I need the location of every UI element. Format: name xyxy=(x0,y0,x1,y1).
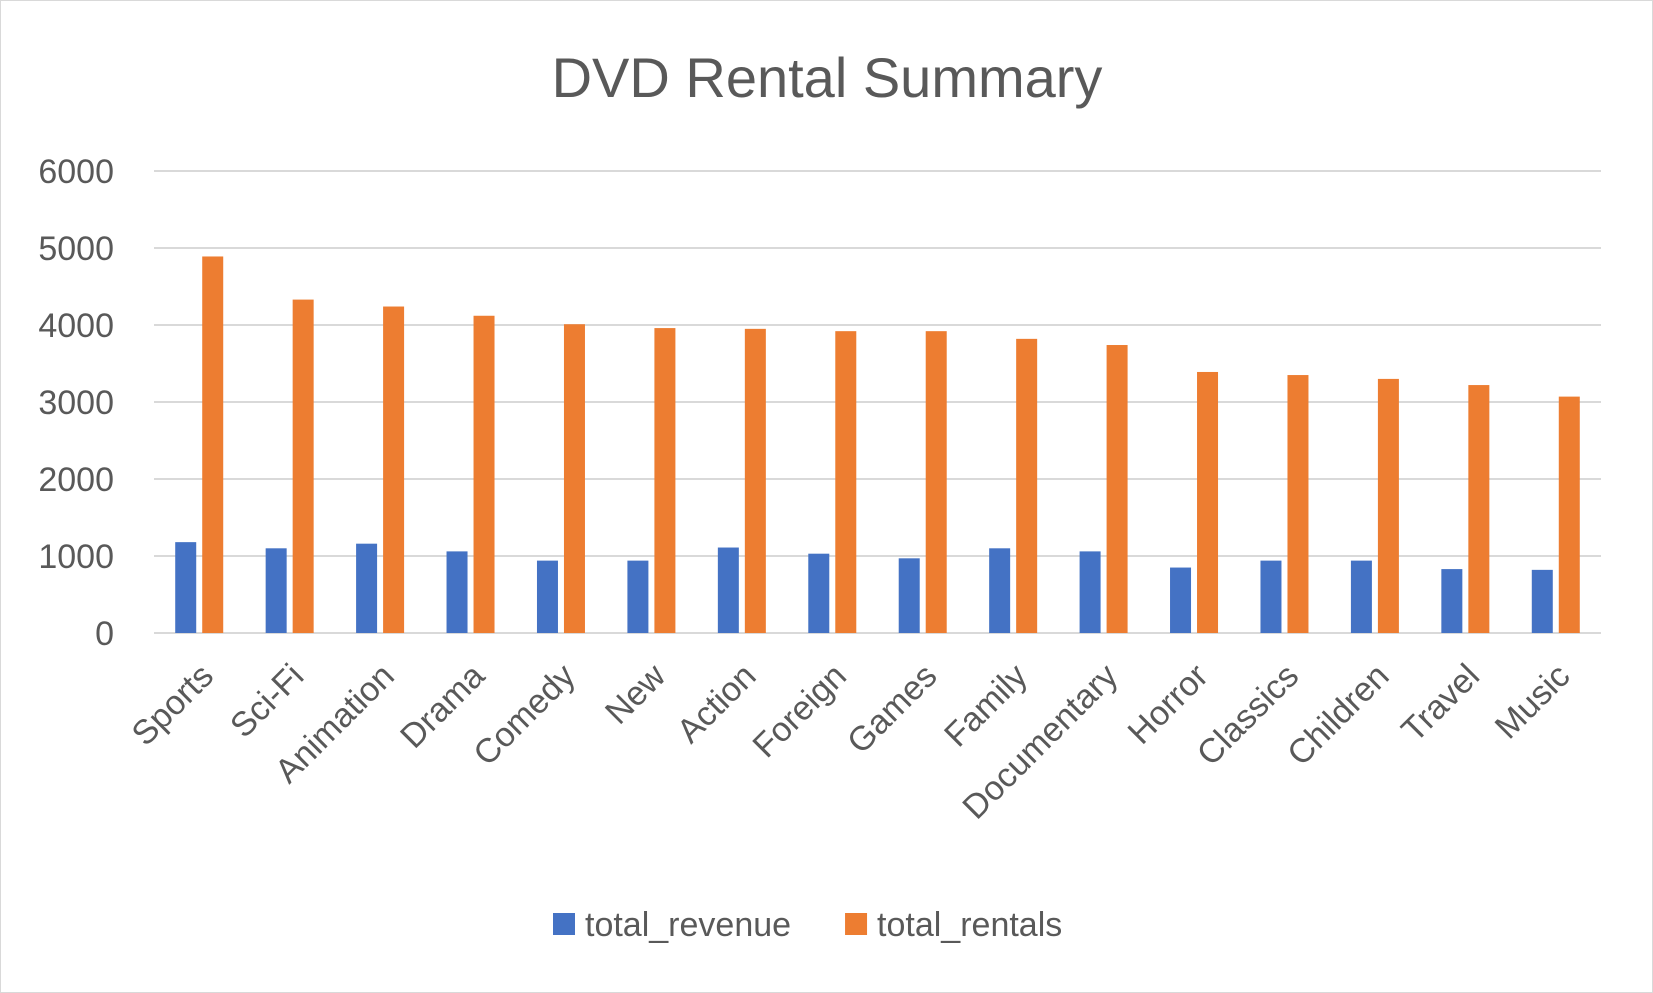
bar-total_revenue-sci-fi xyxy=(265,548,287,633)
bar-total_rentals-animation xyxy=(383,306,405,633)
chart-title: DVD Rental Summary xyxy=(552,46,1103,109)
bar-total_revenue-horror xyxy=(1170,567,1192,633)
x-category-label: Documentary xyxy=(955,657,1125,827)
x-category-label: Sci-Fi xyxy=(223,657,311,745)
bar-total_revenue-animation xyxy=(356,543,378,633)
bar-total_revenue-music xyxy=(1531,569,1553,633)
legend-swatch-total_revenue xyxy=(553,913,575,935)
bar-total_revenue-drama xyxy=(446,551,468,633)
bar-total_revenue-classics xyxy=(1260,560,1282,633)
x-category-label: Sports xyxy=(125,657,221,753)
bar-total_rentals-drama xyxy=(473,315,495,633)
bar-total_revenue-documentary xyxy=(1079,551,1101,633)
bar-total_rentals-horror xyxy=(1197,371,1219,633)
y-tick-label: 3000 xyxy=(38,384,114,422)
bar-total_revenue-children xyxy=(1350,560,1372,633)
x-category-label: Music xyxy=(1488,657,1578,747)
bars xyxy=(175,256,1580,633)
bar-total_revenue-family xyxy=(989,548,1011,633)
y-tick-label: 0 xyxy=(95,615,114,653)
bar-total_rentals-family xyxy=(1016,338,1038,633)
y-tick-label: 2000 xyxy=(38,461,114,499)
x-category-label: Children xyxy=(1280,657,1396,773)
bar-total_rentals-new xyxy=(654,328,676,633)
x-category-label: Games xyxy=(840,657,944,761)
bar-total_rentals-comedy xyxy=(563,324,585,633)
x-category-label: Foreign xyxy=(746,657,854,765)
legend-label-total_revenue: total_revenue xyxy=(585,906,791,944)
legend: total_revenue total_rentals xyxy=(553,906,1062,944)
bar-total_revenue-travel xyxy=(1441,569,1463,633)
bar-total_revenue-action xyxy=(717,547,739,633)
bar-total_revenue-sports xyxy=(175,542,197,633)
x-category-label: Travel xyxy=(1394,657,1487,750)
y-tick-label: 4000 xyxy=(38,307,114,345)
bar-total_rentals-travel xyxy=(1468,385,1490,633)
bar-total_rentals-foreign xyxy=(835,331,857,633)
bar-total_revenue-comedy xyxy=(536,560,558,633)
bar-total_rentals-games xyxy=(925,331,947,633)
bar-total_rentals-action xyxy=(744,328,766,633)
y-axis-tick-labels: 0 1000 2000 3000 4000 5000 6000 xyxy=(38,153,114,653)
legend-label-total_rentals: total_rentals xyxy=(877,906,1062,944)
y-tick-label: 1000 xyxy=(38,538,114,576)
bar-total_revenue-new xyxy=(627,560,649,633)
bar-total_rentals-classics xyxy=(1287,375,1309,633)
y-tick-label: 6000 xyxy=(38,153,114,191)
y-tick-label: 5000 xyxy=(38,230,114,268)
x-category-label: Comedy xyxy=(466,657,582,773)
x-category-label: New xyxy=(598,656,673,731)
bar-total_rentals-sci-fi xyxy=(292,299,314,633)
bar-total_rentals-music xyxy=(1558,396,1580,633)
bar-total_rentals-children xyxy=(1377,378,1399,633)
bar-total_rentals-sports xyxy=(202,256,224,633)
bar-total_revenue-foreign xyxy=(808,553,830,633)
bar-total_rentals-documentary xyxy=(1106,345,1128,633)
legend-swatch-total_rentals xyxy=(845,913,868,935)
bar-total_revenue-games xyxy=(898,558,920,633)
